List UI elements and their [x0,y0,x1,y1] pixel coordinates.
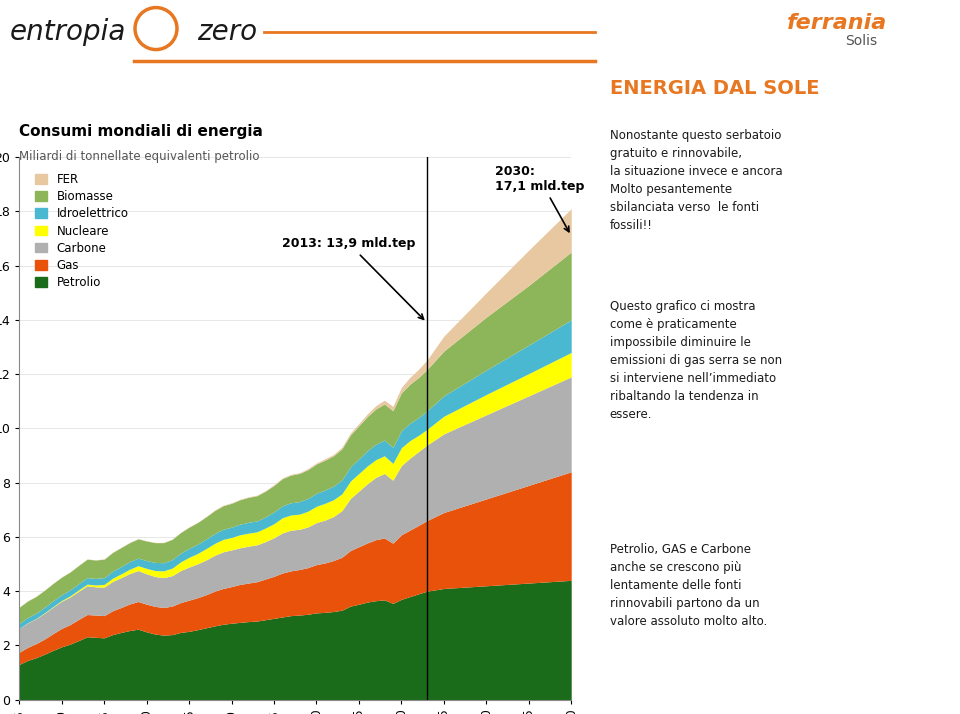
Text: Petrolio, GAS e Carbone
anche se crescono più
lentamente delle fonti
rinnovabili: Petrolio, GAS e Carbone anche se crescon… [610,543,767,628]
Legend: FER, Biomasse, Idroelettrico, Nucleare, Carbone, Gas, Petrolio: FER, Biomasse, Idroelettrico, Nucleare, … [31,169,133,293]
Text: Nonostante questo serbatoio
gratuito e rinnovabile,
la situazione invece e ancor: Nonostante questo serbatoio gratuito e r… [610,129,782,231]
Text: entropia: entropia [10,18,126,46]
Text: Questo grafico ci mostra
come è praticamente
impossibile diminuire le
emissioni : Questo grafico ci mostra come è praticam… [610,300,781,421]
Text: Solis: Solis [845,34,876,48]
Text: Miliardi di tonnellate equivalenti petrolio: Miliardi di tonnellate equivalenti petro… [19,150,260,163]
Text: Consumi mondiali di energia: Consumi mondiali di energia [19,124,263,139]
Text: ferrania: ferrania [787,13,887,33]
Text: zero: zero [197,18,257,46]
Text: ENERGIA DAL SOLE: ENERGIA DAL SOLE [610,79,819,98]
Text: 2030:
17,1 mld.tep: 2030: 17,1 mld.tep [494,165,584,232]
Text: 2013: 13,9 mld.tep: 2013: 13,9 mld.tep [282,237,423,319]
